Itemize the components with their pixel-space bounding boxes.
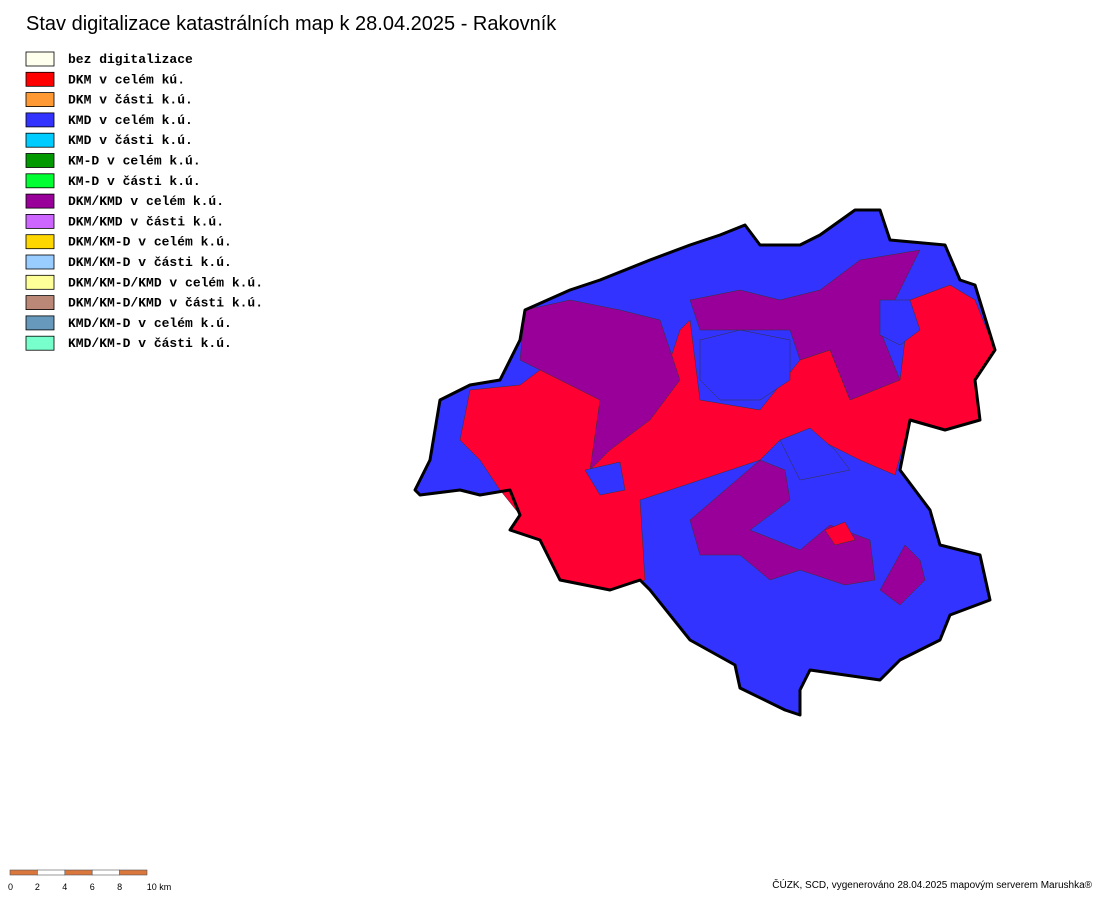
legend-label: bez digitalizace bbox=[68, 52, 193, 67]
legend-swatch bbox=[25, 193, 55, 209]
legend-swatch bbox=[25, 274, 55, 290]
legend-label: KM-D v celém k.ú. bbox=[68, 154, 201, 169]
legend-label: DKM v celém kú. bbox=[68, 72, 185, 87]
legend-swatch bbox=[25, 234, 55, 250]
scale-segment bbox=[91, 869, 120, 876]
area-dkm-kmd bbox=[879, 544, 926, 606]
legend-label: DKM/KM-D v části k.ú. bbox=[68, 255, 232, 270]
legend-label: DKM/KMD v části k.ú. bbox=[68, 214, 224, 229]
legend-label: DKM v části k.ú. bbox=[68, 93, 193, 108]
scale-label: 2 bbox=[35, 882, 40, 892]
legend-swatch bbox=[25, 315, 55, 331]
scale-segment bbox=[64, 869, 93, 876]
area-kmd bbox=[584, 461, 626, 496]
area-dkm bbox=[824, 521, 856, 546]
legend-label: DKM/KMD v celém k.ú. bbox=[68, 194, 224, 209]
credit: ČÚZK, SCD, vygenerováno 28.04.2025 mapov… bbox=[772, 878, 1092, 891]
legend-swatch bbox=[25, 173, 55, 189]
scale-segment bbox=[37, 869, 66, 876]
scale-label: 0 bbox=[8, 882, 13, 892]
legend-swatch bbox=[25, 153, 55, 168]
legend-label: KM-D v části k.ú. bbox=[68, 174, 201, 189]
scale-label: 4 bbox=[62, 882, 67, 892]
legend-swatch bbox=[25, 71, 55, 87]
legend-label: KMD/KM-D v celém k.ú. bbox=[68, 316, 232, 331]
map-title: Stav digitalizace katastrálních map k 28… bbox=[26, 13, 557, 35]
legend-label: DKM/KM-D v celém k.ú. bbox=[68, 235, 232, 250]
area-kmd bbox=[699, 329, 791, 401]
scale-bar: 0 2 4 6 8 10 km bbox=[8, 869, 172, 892]
legend-swatch bbox=[25, 112, 55, 128]
legend-label: DKM/KM-D/KMD v části k.ú. bbox=[68, 296, 263, 311]
scale-segment bbox=[119, 869, 148, 876]
legend-swatch bbox=[25, 254, 55, 270]
legend-swatch bbox=[25, 51, 55, 67]
area-kmd bbox=[779, 427, 851, 481]
area-dkm-kmd bbox=[689, 249, 921, 401]
legend-swatch bbox=[25, 335, 55, 351]
area-dkm-kmd bbox=[689, 459, 876, 586]
legend-swatch bbox=[25, 295, 55, 311]
legend-label: DKM/KM-D/KMD v celém k.ú. bbox=[68, 275, 263, 290]
scale-label: 8 bbox=[117, 882, 122, 892]
legend-label: KMD/KM-D v části k.ú. bbox=[68, 336, 232, 351]
legend-swatch bbox=[25, 213, 55, 229]
scale-label: 6 bbox=[90, 882, 95, 892]
legend-label: KMD v celém k.ú. bbox=[68, 113, 193, 128]
legend-swatch bbox=[25, 92, 55, 107]
legend-label: KMD v části k.ú. bbox=[68, 133, 193, 148]
scale-label: 10 km bbox=[147, 882, 172, 892]
legend: bez digitalizace DKM v celém kú. DKM v čás… bbox=[25, 51, 263, 351]
legend-swatch bbox=[25, 132, 55, 148]
area-dkm-kmd bbox=[519, 299, 681, 471]
map bbox=[413, 208, 997, 717]
district-border bbox=[413, 208, 997, 717]
area-kmd bbox=[879, 299, 921, 346]
scale-segment bbox=[9, 869, 38, 876]
